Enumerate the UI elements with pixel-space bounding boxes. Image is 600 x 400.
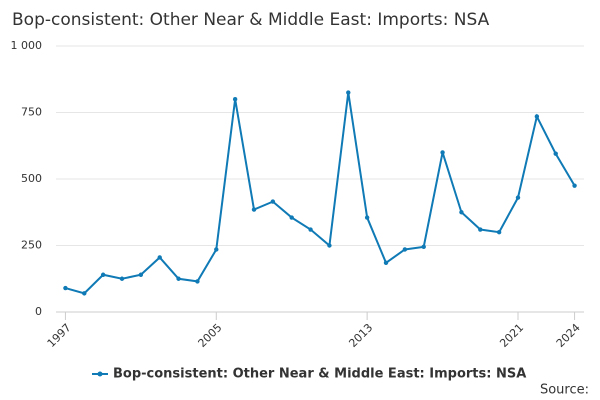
y-tick-label: 500 (21, 172, 42, 185)
data-point (364, 215, 370, 220)
data-point (346, 90, 351, 95)
data-point (214, 247, 219, 252)
y-tick-label: 750 (21, 106, 42, 119)
data-point (100, 272, 106, 277)
data-point (251, 207, 257, 212)
x-tick-label: 2021 (497, 321, 526, 350)
data-point (289, 215, 294, 220)
data-point (440, 150, 445, 155)
chart-title: Bop-consistent: Other Near & Middle East… (12, 10, 490, 30)
data-point (82, 291, 87, 296)
data-point (308, 227, 313, 232)
y-tick-label: 0 (35, 305, 42, 318)
y-tick-label: 250 (21, 239, 42, 252)
data-point (572, 183, 577, 188)
data-point (195, 279, 200, 284)
data-point (478, 227, 483, 232)
x-tick-label: 2024 (554, 321, 583, 350)
x-tick-label: 2013 (346, 321, 375, 350)
source: Source: (540, 383, 589, 398)
data-point (383, 260, 389, 265)
data-point (459, 210, 464, 215)
x-tick-label: 2005 (196, 321, 225, 350)
data-point (232, 97, 238, 102)
y-tick-label: 1 000 (11, 39, 43, 52)
data-point (63, 285, 68, 291)
data-point (119, 276, 125, 281)
data-point (515, 195, 521, 200)
legend-marker (97, 371, 103, 377)
data-point (421, 244, 426, 250)
data-point (176, 276, 181, 281)
legend-label: Bop-consistent: Other Near & Middle East… (113, 367, 526, 382)
data-point (138, 272, 144, 277)
data-point (157, 255, 162, 260)
data-point (270, 199, 276, 204)
x-tick-label: 1997 (45, 321, 74, 350)
data-point (553, 151, 558, 156)
series-line (65, 92, 576, 295)
data-point (327, 243, 332, 248)
data-point (496, 230, 502, 235)
data-point (402, 247, 408, 252)
data-point (534, 114, 540, 119)
